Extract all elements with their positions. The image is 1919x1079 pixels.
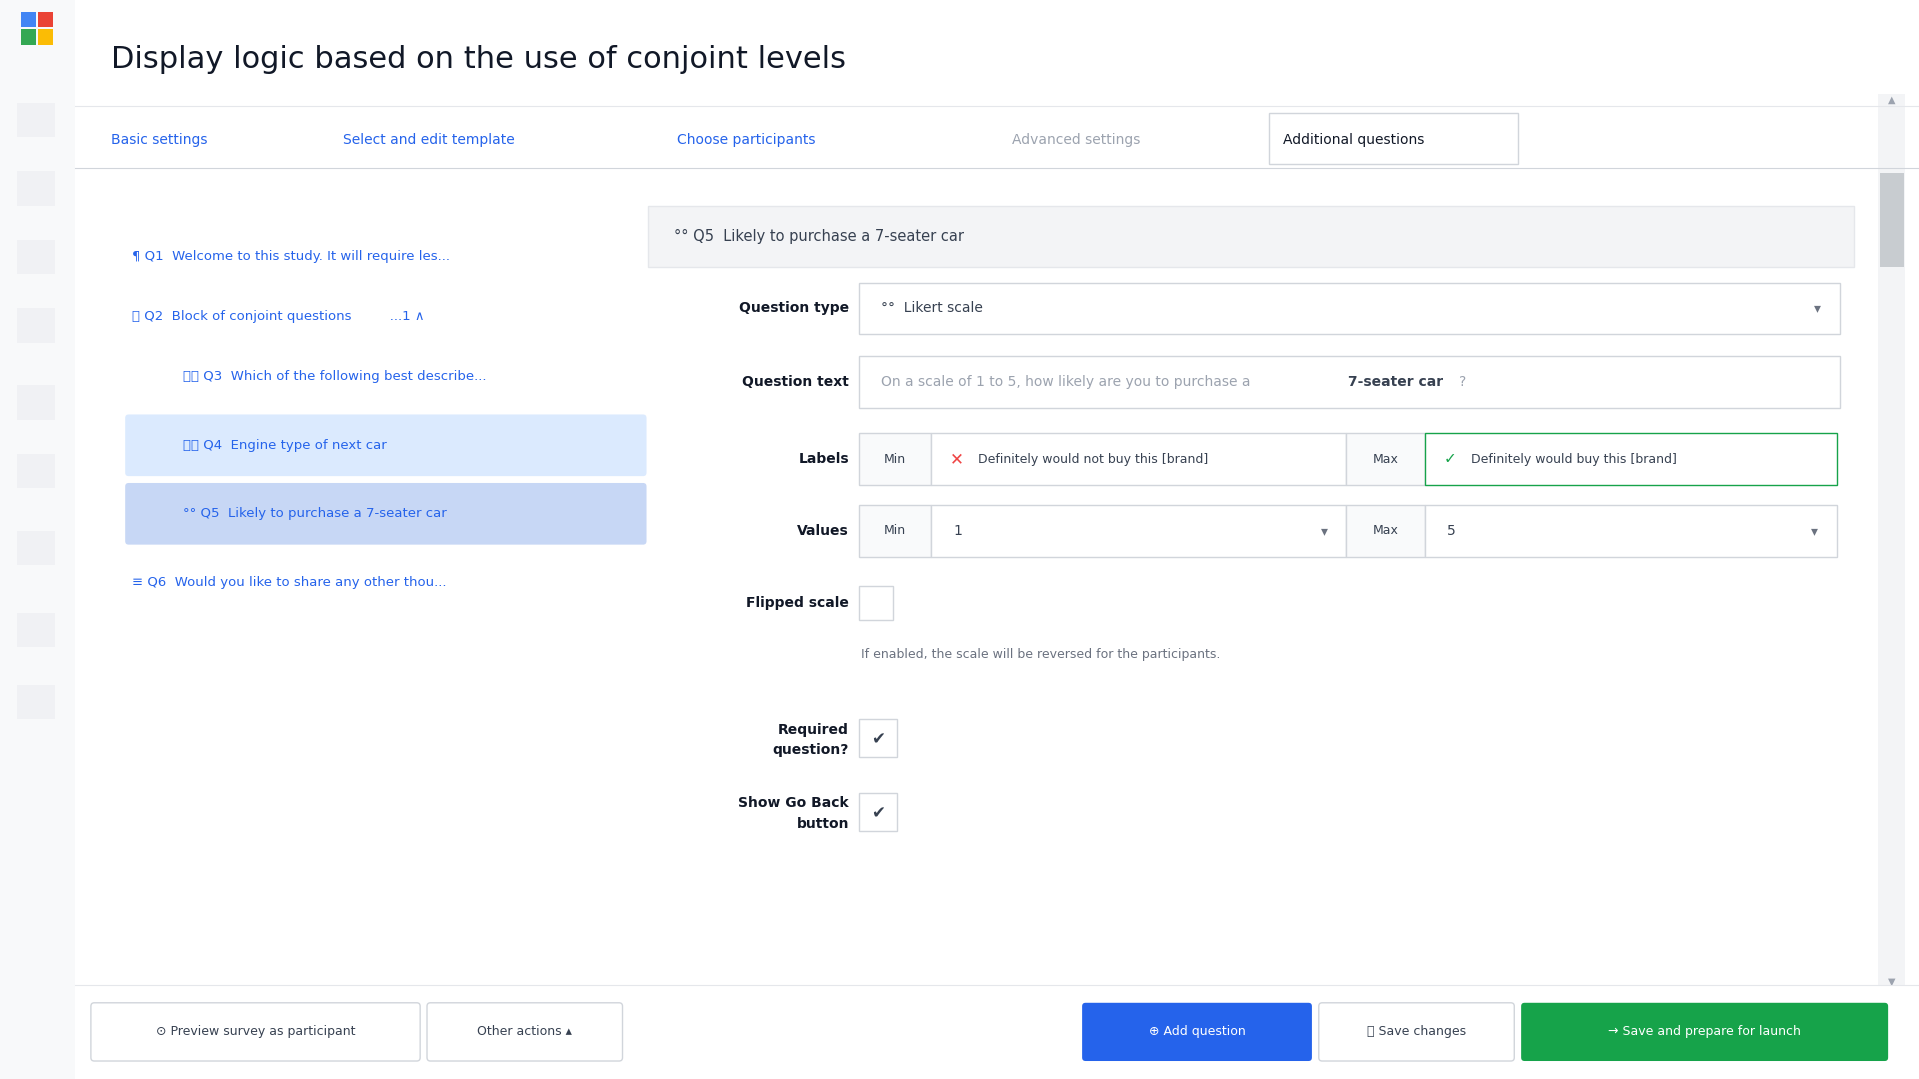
Bar xyxy=(21,29,36,44)
Bar xyxy=(38,12,54,27)
FancyBboxPatch shape xyxy=(860,505,931,557)
Text: ▾: ▾ xyxy=(1320,524,1328,538)
Text: ⊙ Preview survey as participant: ⊙ Preview survey as participant xyxy=(155,1025,355,1038)
Bar xyxy=(17,613,56,647)
Bar xyxy=(17,454,56,488)
Text: ▾: ▾ xyxy=(1813,301,1821,315)
Text: ✔: ✔ xyxy=(871,805,885,822)
Text: ✓: ✓ xyxy=(1443,451,1457,466)
Bar xyxy=(75,985,1919,1079)
Text: 1: 1 xyxy=(954,524,961,538)
Text: ⧖⧖ Q3  Which of the following best describe...: ⧖⧖ Q3 Which of the following best descri… xyxy=(184,370,487,383)
Text: Values: Values xyxy=(796,524,848,538)
FancyBboxPatch shape xyxy=(1268,113,1518,164)
Text: Other actions ▴: Other actions ▴ xyxy=(478,1025,572,1038)
Bar xyxy=(21,12,36,27)
Text: Advanced settings: Advanced settings xyxy=(1011,134,1140,148)
Text: If enabled, the scale will be reversed for the participants.: If enabled, the scale will be reversed f… xyxy=(862,647,1220,660)
FancyBboxPatch shape xyxy=(860,586,894,620)
Text: Definitely would not buy this [brand]: Definitely would not buy this [brand] xyxy=(977,452,1207,465)
FancyBboxPatch shape xyxy=(1522,1002,1888,1061)
FancyBboxPatch shape xyxy=(860,720,896,757)
FancyBboxPatch shape xyxy=(931,505,1347,557)
Bar xyxy=(17,385,56,420)
FancyBboxPatch shape xyxy=(1347,434,1426,484)
Text: Question text: Question text xyxy=(743,374,848,388)
FancyBboxPatch shape xyxy=(1318,1002,1514,1061)
Text: °° Q5  Likely to purchase a 7-seater car: °° Q5 Likely to purchase a 7-seater car xyxy=(184,507,447,520)
Text: ?: ? xyxy=(1460,374,1466,388)
Text: Min: Min xyxy=(885,524,906,537)
Text: Additional questions: Additional questions xyxy=(1282,134,1424,148)
Text: °° Q5  Likely to purchase a 7-seater car: °° Q5 Likely to purchase a 7-seater car xyxy=(674,229,963,244)
FancyBboxPatch shape xyxy=(1426,505,1836,557)
FancyBboxPatch shape xyxy=(860,793,896,831)
Bar xyxy=(17,240,56,274)
Text: Definitely would buy this [brand]: Definitely would buy this [brand] xyxy=(1472,452,1677,465)
Text: °°  Likert scale: °° Likert scale xyxy=(881,301,983,315)
Text: Select and edit template: Select and edit template xyxy=(344,134,514,148)
Text: Max: Max xyxy=(1372,452,1399,465)
Text: 7-seater car: 7-seater car xyxy=(1347,374,1443,388)
Text: Question type: Question type xyxy=(739,301,848,315)
Bar xyxy=(17,103,56,137)
Text: Basic settings: Basic settings xyxy=(111,134,207,148)
Bar xyxy=(1879,173,1904,268)
Bar xyxy=(1879,94,1906,985)
Text: 5: 5 xyxy=(1447,524,1457,538)
Text: ✔: ✔ xyxy=(871,730,885,749)
Bar xyxy=(38,29,54,44)
FancyBboxPatch shape xyxy=(860,434,931,484)
FancyBboxPatch shape xyxy=(428,1002,622,1061)
Text: On a scale of 1 to 5, how likely are you to purchase a: On a scale of 1 to 5, how likely are you… xyxy=(881,374,1255,388)
Text: Required: Required xyxy=(777,723,848,737)
Text: ⊕ Add question: ⊕ Add question xyxy=(1149,1025,1245,1038)
FancyBboxPatch shape xyxy=(931,434,1347,484)
FancyBboxPatch shape xyxy=(649,205,1854,268)
FancyBboxPatch shape xyxy=(860,356,1840,408)
FancyBboxPatch shape xyxy=(1426,434,1836,484)
Text: 💾 Save changes: 💾 Save changes xyxy=(1366,1025,1466,1038)
Bar xyxy=(17,309,56,342)
Text: ¶ Q1  Welcome to this study. It will require les...: ¶ Q1 Welcome to this study. It will requ… xyxy=(132,250,451,263)
Text: Flipped scale: Flipped scale xyxy=(746,596,848,610)
Text: ▲: ▲ xyxy=(1888,94,1896,105)
Text: question?: question? xyxy=(773,743,848,757)
Text: ≡ Q6  Would you like to share any other thou...: ≡ Q6 Would you like to share any other t… xyxy=(132,576,447,589)
Bar xyxy=(17,685,56,720)
FancyBboxPatch shape xyxy=(860,283,1840,334)
Text: Show Go Back: Show Go Back xyxy=(739,796,848,810)
Text: Display logic based on the use of conjoint levels: Display logic based on the use of conjoi… xyxy=(111,45,846,74)
Text: ▾: ▾ xyxy=(1812,524,1817,538)
Text: ✕: ✕ xyxy=(950,450,963,468)
Text: ▼: ▼ xyxy=(1888,976,1896,986)
Text: ⧖⧖ Q4  Engine type of next car: ⧖⧖ Q4 Engine type of next car xyxy=(184,439,388,452)
Text: → Save and prepare for launch: → Save and prepare for launch xyxy=(1608,1025,1802,1038)
FancyBboxPatch shape xyxy=(125,414,647,476)
Bar xyxy=(17,531,56,565)
FancyBboxPatch shape xyxy=(90,1002,420,1061)
Bar xyxy=(17,172,56,205)
FancyBboxPatch shape xyxy=(125,483,647,545)
FancyBboxPatch shape xyxy=(1347,505,1426,557)
Text: ⧖ Q2  Block of conjoint questions         ...1 ∧: ⧖ Q2 Block of conjoint questions ...1 ∧ xyxy=(132,311,424,324)
Text: Labels: Labels xyxy=(798,452,848,466)
Bar xyxy=(0,0,75,1079)
Text: Min: Min xyxy=(885,452,906,465)
Text: Choose participants: Choose participants xyxy=(677,134,816,148)
Text: button: button xyxy=(796,817,848,831)
FancyBboxPatch shape xyxy=(1082,1002,1313,1061)
Text: Max: Max xyxy=(1372,524,1399,537)
